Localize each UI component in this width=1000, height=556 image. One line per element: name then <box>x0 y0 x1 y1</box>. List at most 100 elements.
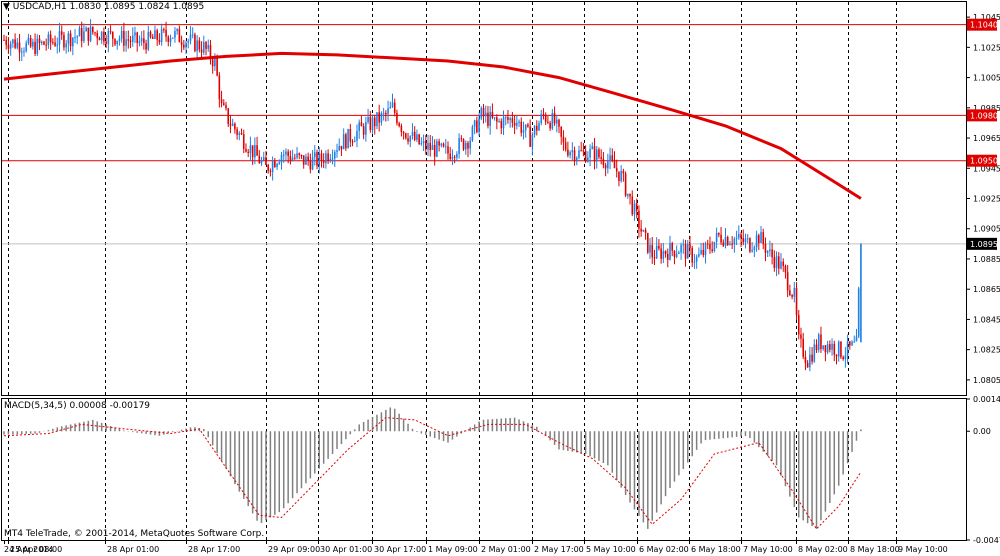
candle-body <box>789 290 791 296</box>
candle-body <box>695 256 698 262</box>
candle-body <box>766 251 769 253</box>
candle-body <box>800 334 802 339</box>
candle-body <box>49 34 52 43</box>
candle-body <box>544 114 547 122</box>
candle-body <box>469 140 471 149</box>
candle-body <box>438 141 440 146</box>
candle-body <box>498 121 500 123</box>
candle-body <box>105 41 107 44</box>
candle-body <box>620 170 622 182</box>
candle-body <box>593 146 596 162</box>
time-tick-label: 6 May 18:00 <box>691 545 741 554</box>
candle-body <box>589 148 591 158</box>
candle-body <box>127 39 130 41</box>
time-tick-label: 29 Apr 09:00 <box>268 545 320 554</box>
candle-body <box>578 150 580 158</box>
candle-body <box>318 153 321 166</box>
level-price-tags: 1.1040 1.0980 1.0950 1.0895 <box>967 18 998 250</box>
candle-body <box>109 31 112 33</box>
candle-body <box>647 232 649 253</box>
candle-body <box>391 102 394 107</box>
candle-body <box>14 39 16 48</box>
level-tag <box>967 154 997 167</box>
candle-body <box>287 151 289 157</box>
time-tick-label: 28 Apr 17:00 <box>188 545 240 554</box>
time-tick-label: 2 May 17:00 <box>534 545 584 554</box>
candle-body <box>78 28 81 37</box>
candle-body <box>245 148 247 152</box>
candle-body <box>780 261 782 269</box>
candle-body <box>476 120 478 133</box>
candle-body <box>347 128 349 149</box>
candle-body <box>562 136 565 143</box>
price-axis: 1.10451.10251.10051.09851.09651.09451.09… <box>966 13 1000 385</box>
candle-body <box>278 162 281 164</box>
candle-body <box>489 111 491 126</box>
candle-body <box>305 156 307 165</box>
candle-body <box>331 158 334 160</box>
candle-body <box>205 42 207 49</box>
candle-body <box>575 157 578 161</box>
time-tick-label: 28 Apr 01:00 <box>107 545 159 554</box>
candle-body <box>786 272 789 291</box>
candle-body <box>209 45 212 60</box>
price-panel[interactable]: 1.10451.10251.10051.09851.09651.09451.09… <box>1 1 1000 396</box>
candle-body <box>607 161 609 169</box>
candle-body <box>742 238 745 243</box>
candle-body <box>194 34 196 52</box>
candle-body <box>560 126 563 137</box>
candle-body <box>833 343 836 355</box>
candle-body <box>529 126 531 147</box>
candle-body <box>449 153 452 159</box>
candle-body <box>398 123 400 127</box>
candle-body <box>749 238 751 252</box>
candle-body <box>706 243 709 245</box>
price-tick-label: 1.0985 <box>973 104 1000 113</box>
candle-body <box>236 129 238 135</box>
candle-body <box>536 125 538 131</box>
candle-body <box>458 138 460 155</box>
macd-header: MACD(5,34,5) 0.00008 -0.00179 <box>4 401 151 411</box>
candle-body <box>7 45 10 49</box>
candle-body <box>65 43 67 48</box>
candle-body <box>764 243 767 253</box>
candle-body <box>462 139 465 150</box>
candle-body <box>436 141 438 157</box>
candle-body <box>673 250 676 257</box>
price-tick-label: 1.0925 <box>973 195 1000 204</box>
candle-body <box>218 75 221 100</box>
candle-body <box>276 163 278 168</box>
macd-tick-label: -0.00479 <box>973 536 1000 545</box>
candle-body <box>598 149 600 158</box>
candle-body <box>83 31 85 42</box>
candle-body <box>32 41 34 47</box>
candle-body <box>342 134 345 150</box>
candle-body <box>234 123 236 130</box>
candle-body <box>222 103 225 105</box>
candle-body <box>338 145 341 151</box>
candle-body <box>691 247 693 263</box>
macd-panel[interactable]: 0.00142 0.00 -0.00479 <box>1 395 1000 545</box>
candle-body <box>156 30 158 40</box>
candle-body <box>602 158 605 166</box>
candle-body <box>791 295 793 297</box>
candle-body <box>282 154 285 156</box>
collapse-triangle-icon[interactable]: ▼ <box>3 2 10 12</box>
candle-body <box>709 244 711 250</box>
candle-body <box>340 145 343 150</box>
level-tag-label: 1.0950 <box>970 157 998 166</box>
price-tick-label: 1.0825 <box>973 346 1000 355</box>
candle-body <box>678 252 680 254</box>
candle-body <box>771 249 773 258</box>
candle-body <box>36 38 39 54</box>
candle-body <box>795 287 798 315</box>
candle-body <box>425 140 427 150</box>
candle-body <box>618 171 620 182</box>
candle-body <box>296 153 298 158</box>
candle-body <box>274 161 276 168</box>
candle-body <box>567 149 569 156</box>
symbol-header: ▼ USDCAD,H1 1.0830 1.0895 1.0824 1.0895 <box>3 2 204 12</box>
candle-body <box>797 314 800 335</box>
candle-body <box>844 355 847 360</box>
